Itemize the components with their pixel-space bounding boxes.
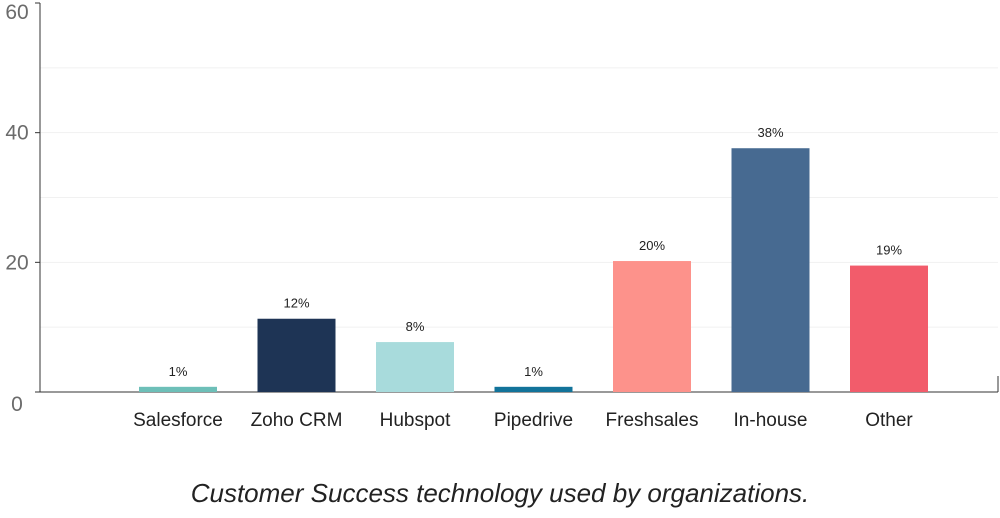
y-tick-label: 60 [5, 1, 28, 24]
x-category-label: Salesforce [133, 410, 223, 431]
x-category-label: In-house [734, 410, 808, 431]
bar [139, 386, 217, 392]
x-category-label: Other [865, 410, 913, 431]
data-label: 38% [757, 125, 783, 140]
data-labels: 1% 12% 8% 1% 20% 38% 19% [169, 125, 903, 379]
bar [613, 261, 691, 392]
x-category-label: Zoho CRM [251, 410, 343, 431]
bar [376, 342, 454, 392]
bar [731, 148, 810, 392]
data-label: 1% [169, 364, 188, 379]
y-tick-label: 20 [5, 251, 28, 274]
bars [139, 148, 928, 392]
data-label: 20% [639, 238, 665, 253]
x-category-label: Freshsales [606, 410, 699, 431]
bar [850, 265, 928, 392]
data-label: 12% [283, 296, 309, 311]
y-tick-label: 0 [11, 393, 23, 416]
x-category-label: Pipedrive [494, 410, 573, 431]
x-category-label: Hubspot [380, 410, 451, 431]
bar [494, 386, 573, 392]
bar [257, 318, 336, 392]
gridlines [40, 67, 998, 328]
data-label: 8% [406, 319, 425, 334]
data-label: 19% [876, 243, 902, 258]
chart-caption: Customer Success technology used by orga… [190, 478, 810, 508]
data-label: 1% [524, 364, 543, 379]
x-axis-categories: Salesforce Zoho CRM Hubspot Pipedrive Freshs… [133, 410, 913, 431]
y-axis-ticks: 0 20 40 60 [5, 1, 40, 416]
y-tick-label: 40 [5, 122, 28, 145]
